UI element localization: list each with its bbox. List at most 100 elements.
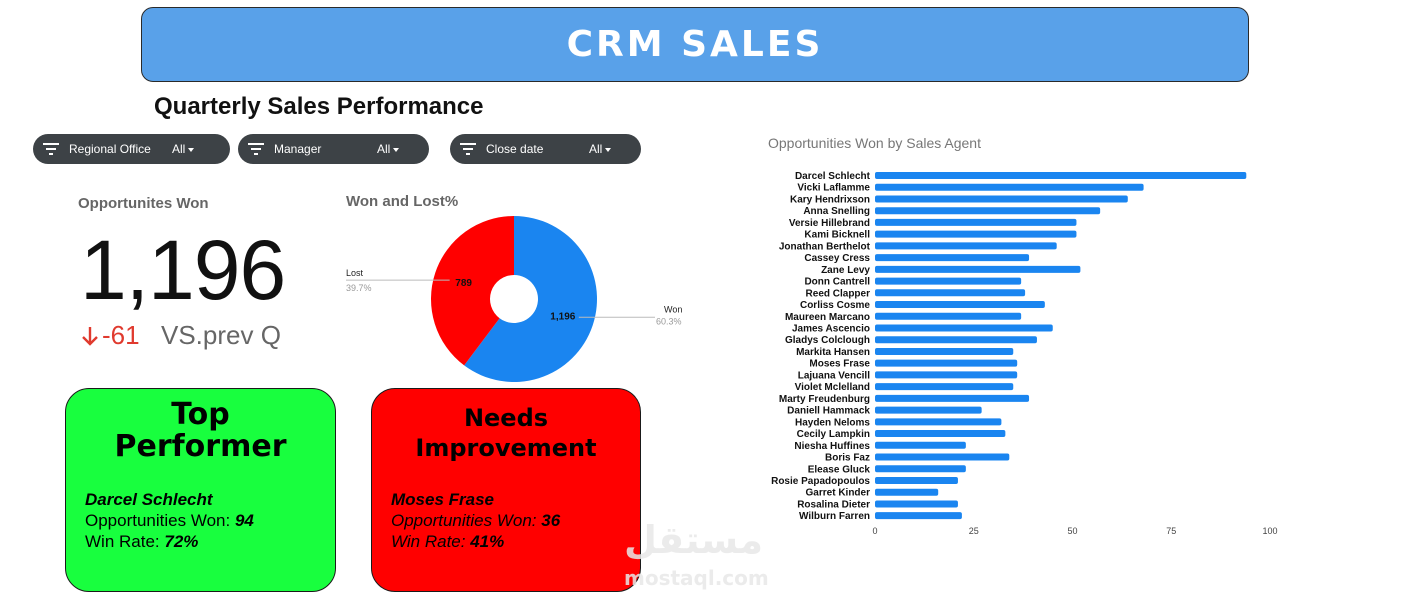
bar xyxy=(875,465,966,473)
bar-category-label: Garret Kinder xyxy=(806,488,871,499)
card-heading-line: Needs xyxy=(463,404,549,432)
stat-value: 94 xyxy=(234,511,254,530)
card-heading-line: Top xyxy=(171,397,230,432)
bar xyxy=(875,195,1128,203)
bar-category-label: Zane Levy xyxy=(821,265,870,276)
filter-label: Close date xyxy=(486,142,544,156)
won-lost-donut-chart: 1,196 Won 60.3% 789 Lost 39.7% xyxy=(346,216,682,382)
bar xyxy=(875,476,958,484)
stat-label: Win Rate: xyxy=(391,532,466,551)
bar xyxy=(875,430,1006,438)
bar-category-label: Darcel Schlecht xyxy=(795,171,871,182)
bar xyxy=(875,394,1030,402)
needs-improvement-card: Needs Improvement Moses Frase Opportunit… xyxy=(371,388,641,592)
bar xyxy=(875,172,1247,179)
pie-name-label-lost: Lost xyxy=(346,268,364,278)
stat-value: 36 xyxy=(541,511,561,530)
watermark-logo: مستقل mostaql.com xyxy=(622,518,792,594)
bar-category-label: Donn Cantrell xyxy=(804,277,870,288)
bar xyxy=(875,418,1002,426)
bar-category-label: Marty Freudenburg xyxy=(779,394,870,405)
bar-category-label: Jonathan Berthelot xyxy=(779,241,871,252)
win-rate-line: Win Rate: 41% xyxy=(391,531,560,552)
bar-category-label: Rosie Papadopoulos xyxy=(771,476,870,487)
bar xyxy=(875,336,1037,344)
bar xyxy=(875,383,1014,391)
card-heading-line: Improvement xyxy=(415,434,597,462)
bar-category-label: Hayden Neloms xyxy=(795,417,870,428)
filter-icon xyxy=(43,143,59,155)
stat-value: 41% xyxy=(470,532,505,551)
bar xyxy=(875,312,1022,320)
watermark-arabic-text: مستقل xyxy=(624,518,763,562)
filter-icon xyxy=(460,143,476,155)
bar-category-label: James Ascencio xyxy=(792,323,870,334)
bar-category-label: Gladys Colclough xyxy=(785,335,870,346)
filter-value-dropdown[interactable]: All xyxy=(589,142,611,156)
pie-slice-lost xyxy=(431,216,514,366)
filter-regional-office[interactable]: Regional Office All xyxy=(33,134,230,164)
page-title: Quarterly Sales Performance xyxy=(154,93,484,120)
card-body: Moses Frase Opportunities Won: 36 Win Ra… xyxy=(391,489,560,552)
filter-value-dropdown[interactable]: All xyxy=(377,142,399,156)
bar-category-label: Kami Bicknell xyxy=(804,230,870,241)
bar-category-label: Cecily Lampkin xyxy=(797,429,870,440)
pie-value-label-lost: 789 xyxy=(455,278,472,289)
kpi-value: 1,196 xyxy=(80,223,286,317)
bar xyxy=(875,230,1077,238)
arrow-down-icon xyxy=(82,326,98,346)
bar-category-label: Reed Clapper xyxy=(806,288,871,299)
pie-percent-label-lost: 39.7% xyxy=(346,283,372,293)
pie-name-label-won: Won xyxy=(664,304,682,314)
bar xyxy=(875,207,1101,215)
filter-label: Regional Office xyxy=(69,142,151,156)
bar xyxy=(875,347,1014,355)
pie-slice-won xyxy=(464,216,597,382)
bar-category-label: Lajuana Vencill xyxy=(798,370,870,381)
bar-category-label: Maureen Marcano xyxy=(785,312,870,323)
bar xyxy=(875,277,1022,285)
filter-icon xyxy=(248,143,264,155)
filter-label: Manager xyxy=(274,142,322,156)
x-tick-label: 25 xyxy=(969,526,979,536)
kpi-compare-label: VS.prev Q xyxy=(161,320,281,350)
x-tick-label: 0 xyxy=(872,526,877,536)
card-heading: Needs Improvement xyxy=(372,403,640,463)
bar-chart-title: Opportunities Won by Sales Agent xyxy=(768,135,981,151)
bar xyxy=(875,441,966,449)
pie-value-label-won: 1,196 xyxy=(550,311,575,322)
filter-value-dropdown[interactable]: All xyxy=(172,142,194,156)
opportunities-won-line: Opportunities Won: 36 xyxy=(391,510,560,531)
top-performer-card: Top Performer Darcel Schlecht Opportunit… xyxy=(65,388,336,592)
bar-category-label: Anna Snelling xyxy=(803,206,870,217)
filter-manager[interactable]: Manager All xyxy=(238,134,429,164)
x-tick-label: 100 xyxy=(1262,526,1277,536)
bar-category-label: Daniell Hammack xyxy=(787,406,870,417)
bar-category-label: Wilburn Farren xyxy=(799,511,870,522)
bar-category-label: Corliss Cosme xyxy=(800,300,870,311)
filter-close-date[interactable]: Close date All xyxy=(450,134,641,164)
bar-category-label: Markita Hansen xyxy=(796,347,870,358)
bar xyxy=(875,301,1045,309)
bar-category-label: Elease Gluck xyxy=(808,464,871,475)
win-rate-line: Win Rate: 72% xyxy=(85,531,254,552)
card-heading-line: Performer xyxy=(114,428,287,464)
bar xyxy=(875,406,982,414)
bar-category-label: Boris Faz xyxy=(825,453,870,464)
app-title: CRM SALES xyxy=(566,24,824,65)
kpi-delta: -61 xyxy=(80,320,140,351)
stat-label: Win Rate: xyxy=(85,532,160,551)
bar xyxy=(875,371,1018,379)
bar xyxy=(875,500,958,508)
bar-category-label: Niesha Huffines xyxy=(794,441,870,452)
agent-name: Darcel Schlecht xyxy=(85,490,213,509)
bar xyxy=(875,289,1026,297)
bar xyxy=(875,265,1081,273)
x-tick-label: 50 xyxy=(1067,526,1077,536)
agent-name: Moses Frase xyxy=(391,490,494,509)
bar-category-label: Kary Hendrixson xyxy=(790,194,870,205)
bar-category-label: Moses Frase xyxy=(809,359,870,370)
pie-percent-label-won: 60.3% xyxy=(656,316,682,326)
kpi-delta-value: -61 xyxy=(102,320,140,350)
